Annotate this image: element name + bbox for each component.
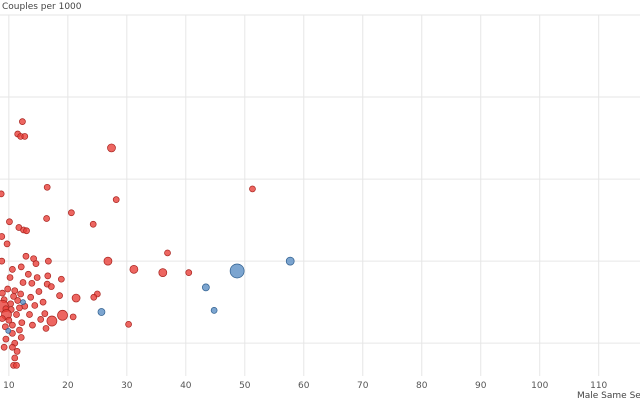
data-point[interactable]: [17, 290, 24, 298]
data-point[interactable]: [3, 240, 11, 248]
data-point[interactable]: [10, 293, 17, 300]
data-point[interactable]: [20, 299, 26, 306]
data-point[interactable]: [0, 257, 6, 265]
data-point[interactable]: [89, 220, 97, 228]
data-point[interactable]: [249, 185, 256, 193]
data-point[interactable]: [11, 354, 19, 362]
y-axis-title: Couples per 1000: [2, 2, 82, 12]
x-axis-title: Male Same Sex C: [577, 391, 640, 400]
data-point[interactable]: [33, 274, 41, 281]
data-point[interactable]: [0, 315, 6, 322]
data-point[interactable]: [18, 319, 26, 327]
data-point[interactable]: [42, 325, 50, 332]
data-point[interactable]: [26, 311, 33, 318]
data-point[interactable]: [22, 252, 30, 260]
data-point[interactable]: [32, 260, 40, 267]
x-tick-label: 110: [590, 381, 607, 391]
data-point[interactable]: [9, 265, 16, 273]
data-point[interactable]: [0, 289, 6, 297]
x-tick-label: 100: [531, 381, 548, 391]
x-tick-label: 10: [3, 381, 15, 391]
data-point[interactable]: [43, 215, 50, 222]
data-point[interactable]: [285, 256, 295, 266]
x-tick-label: 40: [180, 381, 192, 391]
grid: [0, 14, 640, 376]
x-tick-label: 70: [357, 381, 369, 391]
data-point[interactable]: [0, 190, 5, 198]
data-point[interactable]: [28, 279, 36, 287]
x-tick-label: 20: [62, 381, 74, 391]
data-point[interactable]: [6, 274, 14, 281]
data-point[interactable]: [56, 292, 63, 299]
data-point[interactable]: [44, 272, 52, 280]
data-point[interactable]: [19, 118, 26, 126]
data-point[interactable]: [13, 348, 21, 355]
data-point[interactable]: [158, 268, 168, 277]
data-point[interactable]: [9, 343, 16, 351]
data-point[interactable]: [0, 343, 8, 351]
data-point[interactable]: [9, 321, 16, 329]
data-point[interactable]: [6, 218, 13, 226]
data-point[interactable]: [125, 320, 132, 328]
data-point[interactable]: [17, 263, 25, 271]
data-point[interactable]: [19, 279, 27, 286]
data-point[interactable]: [202, 283, 210, 292]
data-point[interactable]: [16, 326, 23, 334]
data-point[interactable]: [23, 227, 30, 235]
data-point[interactable]: [129, 264, 139, 274]
data-point[interactable]: [47, 283, 55, 290]
data-point[interactable]: [2, 335, 10, 343]
data-point[interactable]: [164, 249, 171, 257]
x-tick-label: 50: [239, 381, 251, 391]
data-point[interactable]: [35, 288, 43, 295]
data-point[interactable]: [4, 285, 12, 293]
data-point[interactable]: [14, 297, 22, 304]
data-point[interactable]: [210, 307, 218, 314]
data-point[interactable]: [5, 328, 12, 334]
data-point[interactable]: [17, 334, 25, 341]
data-point[interactable]: [97, 308, 106, 316]
data-point[interactable]: [112, 196, 120, 203]
data-point[interactable]: [27, 293, 35, 301]
data-point[interactable]: [46, 315, 58, 327]
data-point[interactable]: [11, 287, 19, 295]
data-point[interactable]: [45, 257, 52, 265]
data-points: [0, 118, 295, 369]
data-point[interactable]: [90, 293, 98, 301]
x-tick-label: 90: [475, 381, 487, 391]
data-point[interactable]: [69, 313, 77, 321]
data-point[interactable]: [31, 302, 39, 309]
data-point[interactable]: [57, 275, 65, 283]
data-point[interactable]: [71, 293, 81, 303]
data-point[interactable]: [13, 311, 20, 318]
x-axis-ticks: 10 20 30 40 50 60 70 80 90 100 110: [3, 381, 607, 391]
data-point[interactable]: [68, 209, 75, 217]
data-point[interactable]: [41, 310, 49, 317]
data-point[interactable]: [21, 133, 29, 140]
x-tick-label: 30: [121, 381, 133, 391]
data-point[interactable]: [229, 263, 245, 279]
data-point[interactable]: [0, 233, 6, 240]
data-point[interactable]: [103, 256, 113, 266]
x-tick-label: 80: [416, 381, 428, 391]
x-tick-label: 60: [298, 381, 310, 391]
data-point[interactable]: [185, 269, 193, 276]
data-point[interactable]: [1, 323, 9, 331]
data-point[interactable]: [37, 316, 45, 323]
data-point[interactable]: [107, 143, 116, 153]
data-point[interactable]: [24, 270, 32, 278]
data-point[interactable]: [29, 321, 36, 329]
data-point[interactable]: [13, 361, 20, 369]
data-point[interactable]: [5, 316, 13, 324]
data-point[interactable]: [57, 309, 68, 321]
data-point[interactable]: [16, 304, 23, 312]
data-point[interactable]: [39, 298, 47, 306]
data-point[interactable]: [43, 183, 51, 191]
